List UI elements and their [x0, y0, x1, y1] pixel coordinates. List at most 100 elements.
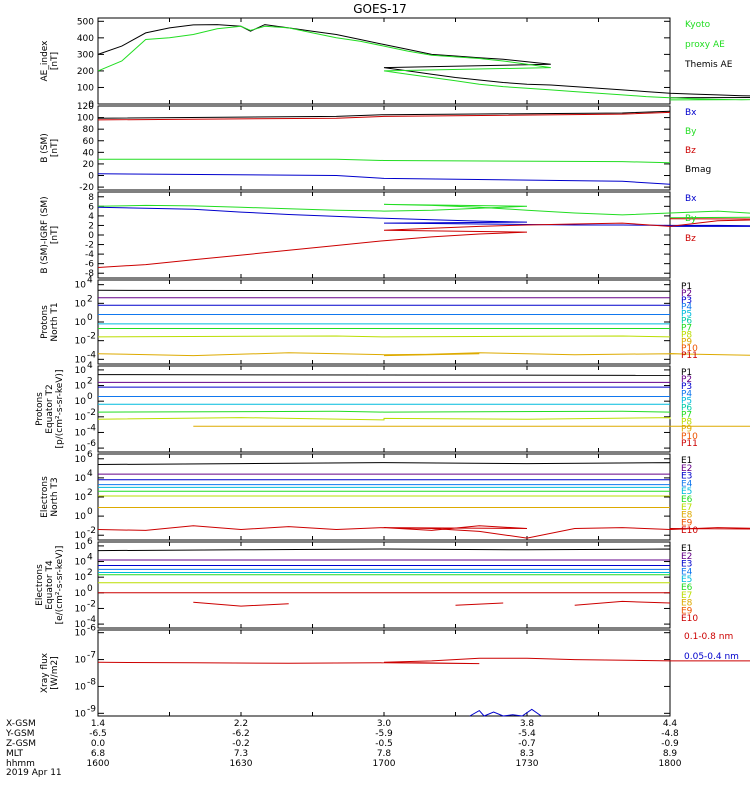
legend-entry: Bz: [685, 234, 696, 244]
x-row-value: -6.2: [232, 729, 250, 739]
panel-frame: [97, 105, 671, 191]
x-axis-table: X-GSM 1.4 2.2 3.0 3.8 4.4 Y-GSM -6.5 -6.2 -5.9 -5.…: [5, 719, 682, 769]
y-tick-label: 10: [75, 682, 87, 692]
legend-entry: E2: [681, 552, 692, 562]
series-line: [97, 374, 671, 376]
legend-entry: P7: [681, 323, 692, 333]
y-tick-label: 10: [75, 709, 87, 719]
date-label: 2019 Apr 11: [6, 768, 62, 778]
y-axis-label: [nT]: [50, 52, 60, 70]
legend-entry: P5: [681, 310, 692, 320]
legend-entry: P2: [681, 289, 692, 299]
y-tick-label: 10: [75, 299, 87, 309]
y-tick-exponent: -7: [87, 651, 96, 661]
y-tick-label: -2: [85, 241, 94, 251]
x-row-value: 8.3: [520, 749, 534, 759]
y-axis-label: [p/(cm²-s-sr-keV)]: [55, 370, 65, 449]
y-axis-label: Protons: [40, 305, 50, 339]
legend-entry: P1: [681, 368, 692, 378]
series-line: [193, 601, 289, 607]
x-row-value: 0.0: [91, 739, 106, 749]
series-line: [97, 525, 750, 539]
legend-entry: E6: [681, 583, 693, 593]
y-tick-label: 0: [88, 100, 94, 110]
y-tick-label: 10: [75, 281, 87, 291]
y-tick-label: 8: [88, 193, 94, 203]
y-tick-label: 0: [88, 231, 94, 241]
y-tick-exponent: -6: [87, 624, 96, 634]
legend-entry: P10: [681, 344, 698, 354]
x-row-value: -6.5: [89, 729, 107, 739]
y-tick-label: 10: [75, 355, 87, 365]
legend-entry: E7: [681, 591, 692, 601]
y-tick-exponent: -4: [87, 423, 96, 433]
series-line: [97, 111, 671, 121]
y-tick-label: 2: [88, 221, 94, 231]
y-tick-exponent: -8: [87, 677, 96, 687]
y-tick-exponent: 4: [87, 469, 93, 479]
legend-entry: E8: [681, 511, 693, 521]
series-line: [97, 352, 750, 357]
x-row-label: Y-GSM: [5, 729, 34, 739]
x-row-value: -4.8: [661, 729, 679, 739]
x-row-value: 3.8: [520, 719, 535, 729]
y-tick-label: 10: [75, 444, 87, 454]
series-line: [97, 203, 750, 219]
x-row-value: 2.2: [234, 719, 248, 729]
y-tick-exponent: 2: [87, 377, 93, 387]
panel-frame: [97, 365, 671, 453]
y-tick-exponent: 4: [87, 276, 93, 286]
legend-entry: Themis AE: [684, 60, 733, 70]
y-tick-label: 4: [88, 212, 94, 222]
panel-frame: [97, 17, 671, 105]
legend-entry: E10: [681, 526, 698, 536]
x-row-value: 7.3: [234, 749, 248, 759]
y-axis-label: Xray flux: [40, 652, 50, 693]
y-tick-label: 120: [77, 102, 94, 112]
series-line: [574, 600, 671, 606]
x-row-label: hhmm: [6, 759, 35, 769]
y-tick-label: 10: [75, 531, 87, 541]
legend-entry: By: [685, 127, 697, 137]
y-tick-label: 100: [77, 83, 94, 93]
y-tick-label: 10: [75, 428, 87, 438]
y-axis-label: Protons: [35, 392, 45, 426]
y-tick-exponent: -2: [87, 526, 96, 536]
y-tick-label: 10: [75, 493, 87, 503]
y-axis-label: [nT]: [50, 226, 60, 244]
legend-entry: P9: [681, 337, 692, 347]
legend-entry: E9: [681, 518, 693, 528]
legend-entry: P9: [681, 425, 692, 435]
legend-entry: P4: [681, 303, 692, 313]
y-tick-label: -4: [85, 250, 94, 260]
y-tick-label: 10: [75, 455, 87, 465]
x-row-value: -0.9: [661, 739, 679, 749]
x-row-value: 1600: [87, 759, 110, 769]
x-row-label: X-GSM: [6, 719, 36, 729]
x-row-value: -0.5: [375, 739, 393, 749]
x-row-value: -0.2: [232, 739, 250, 749]
y-tick-label: 10: [75, 558, 87, 568]
y-tick-exponent: 4: [87, 361, 93, 371]
y-tick-exponent: 2: [87, 488, 93, 498]
series-line: [97, 289, 671, 292]
x-row-value: -5.9: [375, 729, 393, 739]
y-tick-label: 20: [83, 160, 95, 170]
x-row-value: -0.7: [518, 739, 536, 749]
panel-frame: [97, 279, 671, 365]
y-tick-exponent: 2: [87, 294, 93, 304]
legend-entry: P1: [681, 282, 692, 292]
x-row-label: MLT: [6, 749, 24, 759]
y-tick-label: 10: [75, 573, 87, 583]
y-tick-label: 40: [83, 148, 95, 158]
y-tick-exponent: 0: [87, 584, 93, 594]
x-row-value: 8.9: [663, 749, 678, 759]
legend-entry: P8: [681, 330, 692, 340]
legend-entry: Bx: [685, 108, 697, 118]
